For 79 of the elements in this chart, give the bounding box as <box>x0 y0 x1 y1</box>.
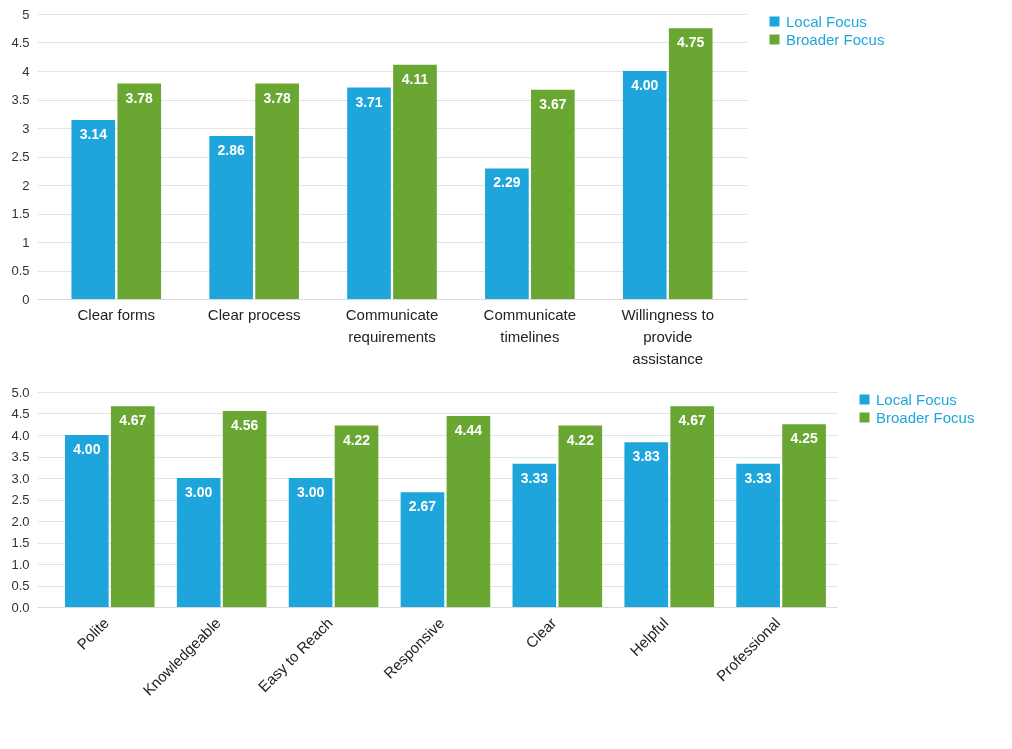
y-tick-label: 0.5 <box>11 263 30 278</box>
y-tick-label: 2.5 <box>11 492 30 507</box>
bar <box>222 410 267 607</box>
data-label: 4.56 <box>231 416 259 433</box>
bar <box>624 442 669 607</box>
data-label: 3.67 <box>539 95 567 112</box>
x-tick-label: Clear process <box>207 305 301 323</box>
data-label: 3.14 <box>79 126 108 143</box>
legend-label: Broader Focus <box>786 30 885 48</box>
bar <box>288 478 333 607</box>
data-label: 4.75 <box>677 34 705 51</box>
data-label: 2.29 <box>493 174 521 191</box>
y-tick-label: 3.5 <box>11 449 30 464</box>
bar <box>64 435 109 607</box>
bar <box>255 83 299 299</box>
data-label: 2.67 <box>408 498 437 515</box>
bar <box>334 425 379 607</box>
y-tick-label: 2.0 <box>11 513 30 529</box>
bar <box>668 28 713 299</box>
x-tick-label: Communicate requirements <box>345 305 439 345</box>
bar <box>670 406 715 607</box>
bar <box>400 492 445 607</box>
data-label: 2.86 <box>217 141 245 158</box>
bar <box>446 416 491 607</box>
bar <box>117 83 162 299</box>
bar <box>485 168 529 299</box>
bar <box>110 406 155 607</box>
bar <box>736 463 780 607</box>
y-tick-label: 3 <box>22 120 30 136</box>
legend-label: Local Focus <box>876 390 957 408</box>
bar <box>347 87 391 299</box>
y-tick-label: 1.5 <box>11 206 30 221</box>
x-tick-label: Communicate timelines <box>483 305 577 345</box>
bar <box>782 424 826 607</box>
bar <box>71 120 116 299</box>
bar <box>393 64 437 299</box>
y-tick-label: 4.5 <box>11 406 30 421</box>
y-tick-label: 0.0 <box>11 599 30 615</box>
bar <box>622 71 667 299</box>
data-label: 4.22 <box>342 431 371 448</box>
y-tick-label: 4.0 <box>11 427 30 443</box>
data-label: 4.25 <box>790 430 818 447</box>
data-label: 3.33 <box>744 469 772 486</box>
data-label: 4.44 <box>454 422 483 439</box>
x-tick-label: Clear forms <box>77 305 156 323</box>
data-label: 3.00 <box>185 484 213 500</box>
data-label: 4.00 <box>631 77 659 93</box>
bar <box>512 463 557 607</box>
bar <box>558 425 603 607</box>
data-label: 3.78 <box>125 89 154 106</box>
y-tick-label: 0 <box>22 291 30 307</box>
data-label: 3.00 <box>296 484 325 500</box>
y-tick-label: 2.5 <box>11 149 30 164</box>
data-label: 3.78 <box>263 89 291 106</box>
y-tick-label: 4.5 <box>11 35 30 50</box>
data-label: 4.22 <box>566 431 595 448</box>
y-tick-label: 1.0 <box>11 556 30 572</box>
data-label: 4.67 <box>119 412 147 429</box>
bar <box>209 135 253 299</box>
legend-label: Local Focus <box>786 12 867 30</box>
legend-label: Broader Focus <box>876 408 975 426</box>
data-label: 3.83 <box>632 448 661 465</box>
bar <box>176 478 221 607</box>
y-tick-label: 0.5 <box>11 578 30 593</box>
data-label: 4.00 <box>73 441 101 457</box>
y-tick-label: 1 <box>22 234 30 250</box>
y-tick-label: 3.5 <box>11 92 30 107</box>
y-tick-label: 3.0 <box>11 470 30 486</box>
y-tick-label: 2 <box>22 177 30 193</box>
data-label: 4.67 <box>678 412 707 429</box>
y-tick-label: 1.5 <box>11 535 30 550</box>
y-tick-label: 5 <box>22 6 30 22</box>
data-label: 4.11 <box>401 70 429 87</box>
data-label: 3.33 <box>520 469 549 486</box>
y-tick-label: 4 <box>22 63 30 79</box>
y-tick-label: 5.0 <box>11 384 30 400</box>
bar <box>531 89 575 299</box>
data-label: 3.71 <box>355 93 383 110</box>
x-tick-label: Willingness to provide assistance <box>621 305 714 367</box>
